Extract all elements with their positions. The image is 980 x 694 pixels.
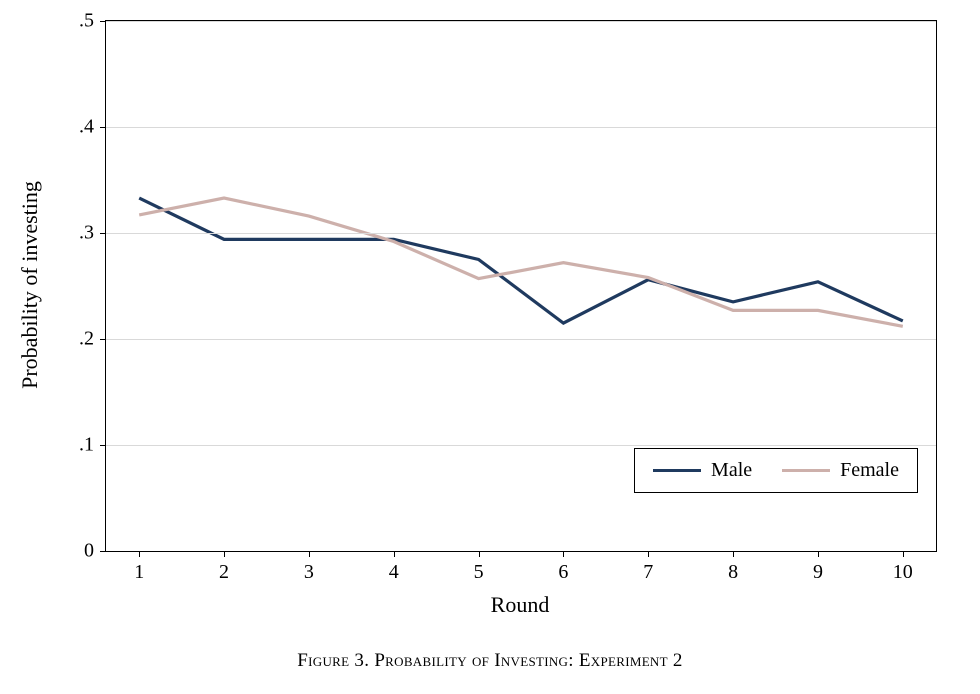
x-tick-label: 9 bbox=[813, 561, 823, 584]
x-tick-mark bbox=[224, 551, 225, 557]
y-tick-label: .5 bbox=[79, 10, 94, 33]
plot-area: MaleFemale 0.1.2.3.4.512345678910 bbox=[105, 20, 937, 552]
y-tick-mark bbox=[100, 445, 106, 446]
y-tick-label: .1 bbox=[79, 434, 94, 457]
y-tick-label: .2 bbox=[79, 328, 94, 351]
legend-label: Female bbox=[840, 459, 899, 482]
series-line-female bbox=[139, 198, 903, 326]
y-tick-label: 0 bbox=[84, 540, 94, 563]
chart-container: Male Female 0 .1 .2 .3 .4 .5 1 2 3 4 5 6 7 8 9 10 Probab… bbox=[0, 0, 980, 694]
y-tick-label: .3 bbox=[79, 222, 94, 245]
gridline bbox=[106, 21, 936, 22]
y-tick-mark bbox=[100, 233, 106, 234]
legend-swatch bbox=[653, 469, 701, 472]
y-tick-mark bbox=[100, 127, 106, 128]
x-tick-label: 7 bbox=[643, 561, 653, 584]
gridline bbox=[106, 127, 936, 128]
x-tick-label: 10 bbox=[893, 561, 913, 584]
x-tick-mark bbox=[733, 551, 734, 557]
x-tick-label: 3 bbox=[304, 561, 314, 584]
x-tick-label: 6 bbox=[558, 561, 568, 584]
x-tick-mark bbox=[818, 551, 819, 557]
legend-item: Female bbox=[782, 459, 899, 482]
x-tick-label: 5 bbox=[474, 561, 484, 584]
y-tick-mark bbox=[100, 339, 106, 340]
legend: Male Female bbox=[634, 448, 918, 493]
x-tick-label: 4 bbox=[389, 561, 399, 584]
gridline bbox=[106, 233, 936, 234]
x-axis-label: Round bbox=[491, 592, 550, 618]
legend-item: Male bbox=[653, 459, 752, 482]
x-tick-mark bbox=[648, 551, 649, 557]
x-tick-mark bbox=[903, 551, 904, 557]
y-tick-mark bbox=[100, 21, 106, 22]
x-tick-mark bbox=[563, 551, 564, 557]
x-tick-mark bbox=[394, 551, 395, 557]
gridline bbox=[106, 445, 936, 446]
legend-swatch bbox=[782, 469, 830, 472]
y-tick-label: .4 bbox=[79, 116, 94, 139]
y-axis-label: Probability of investing bbox=[17, 181, 43, 389]
y-tick-mark bbox=[100, 551, 106, 552]
gridline bbox=[106, 339, 936, 340]
series-line-male bbox=[139, 198, 903, 323]
x-tick-mark bbox=[309, 551, 310, 557]
figure-caption: Figure 3. Probability of Investing: Expe… bbox=[297, 650, 682, 672]
legend-label: Male bbox=[711, 459, 752, 482]
x-tick-label: 2 bbox=[219, 561, 229, 584]
x-tick-label: 1 bbox=[134, 561, 144, 584]
x-tick-mark bbox=[479, 551, 480, 557]
x-tick-mark bbox=[139, 551, 140, 557]
x-tick-label: 8 bbox=[728, 561, 738, 584]
